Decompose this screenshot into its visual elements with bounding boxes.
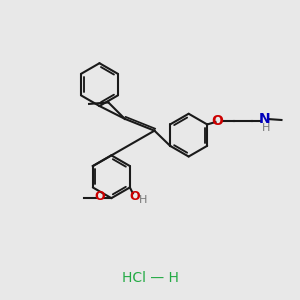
Text: HCl — H: HCl — H (122, 271, 178, 285)
Text: N: N (258, 112, 270, 126)
Text: O: O (95, 190, 105, 203)
Text: H: H (139, 195, 148, 205)
Text: H: H (262, 123, 270, 133)
Text: O: O (212, 115, 224, 128)
Text: O: O (129, 190, 140, 203)
